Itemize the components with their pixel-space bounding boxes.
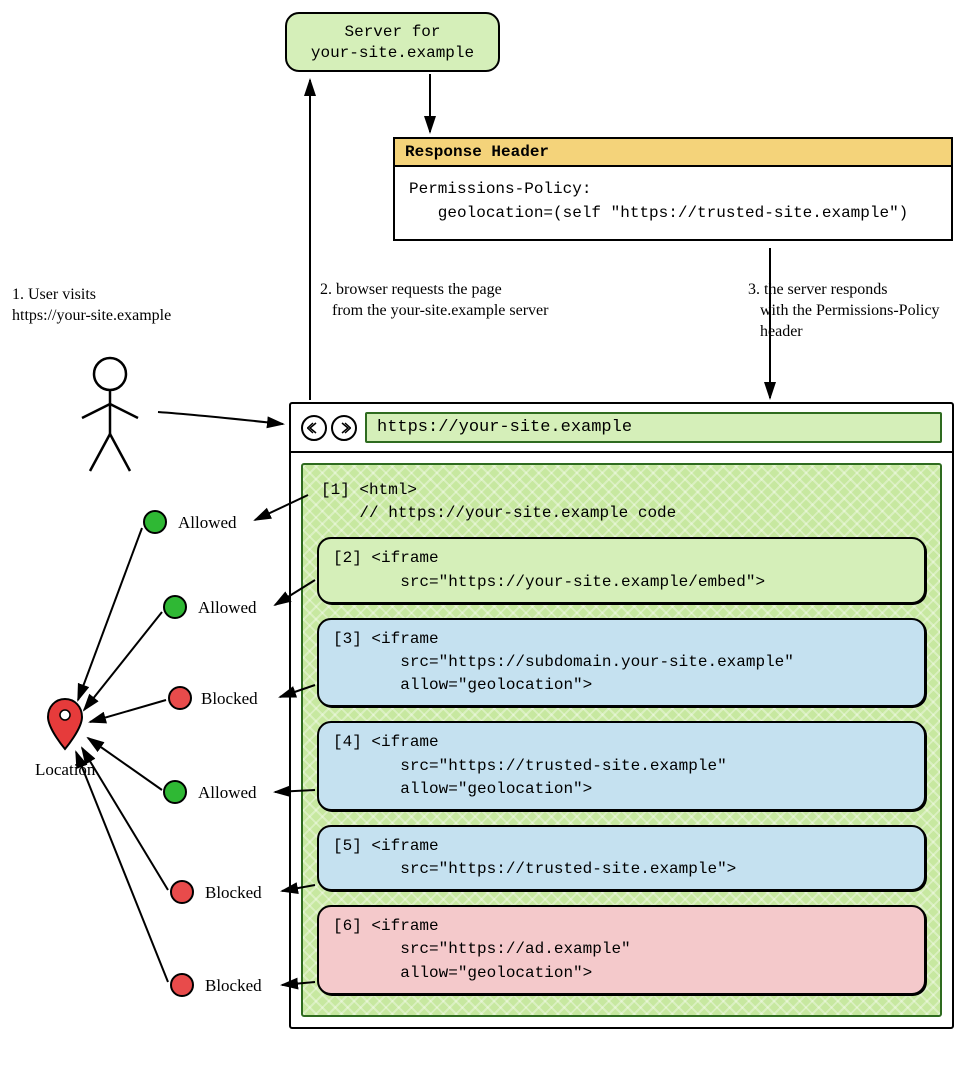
status-dot-5 bbox=[170, 880, 194, 904]
back-button-icon[interactable] bbox=[301, 415, 327, 441]
nav-buttons bbox=[301, 415, 357, 441]
step-2-label: 2. browser requests the page from the yo… bbox=[320, 280, 548, 322]
iframe-4-box: [4] <iframe src="https://trusted-site.ex… bbox=[317, 721, 926, 811]
status-label-4: Allowed bbox=[198, 783, 257, 803]
response-header-title: Response Header bbox=[395, 139, 951, 167]
status-label-1: Allowed bbox=[178, 513, 237, 533]
status-label-6: Blocked bbox=[205, 976, 262, 996]
status-label-5: Blocked bbox=[205, 883, 262, 903]
status-dot-3 bbox=[168, 686, 192, 710]
iframe-2-box: [2] <iframe src="https://your-site.examp… bbox=[317, 537, 926, 603]
iframe-6-box: [6] <iframe src="https://ad.example" all… bbox=[317, 905, 926, 995]
step-1-label: 1. User visits https://your-site.example bbox=[12, 285, 171, 327]
server-line2: your-site.example bbox=[311, 44, 474, 62]
user-stick-figure-icon bbox=[70, 356, 150, 476]
status-dot-2 bbox=[163, 595, 187, 619]
response-header-body: Permissions-Policy: geolocation=(self "h… bbox=[395, 167, 951, 239]
browser-viewport: [1] <html> // https://your-site.example … bbox=[301, 463, 942, 1017]
browser-window: https://your-site.example [1] <html> // … bbox=[289, 402, 954, 1029]
location-label: Location bbox=[35, 760, 95, 780]
step-3-label: 3. the server responds with the Permissi… bbox=[748, 280, 940, 342]
iframe-3-box: [3] <iframe src="https://subdomain.your-… bbox=[317, 618, 926, 708]
status-dot-6 bbox=[170, 973, 194, 997]
location-pin-icon bbox=[45, 697, 85, 752]
html-head-code: [1] <html> // https://your-site.example … bbox=[317, 477, 926, 537]
response-header-box: Response Header Permissions-Policy: geol… bbox=[393, 137, 953, 241]
forward-button-icon[interactable] bbox=[331, 415, 357, 441]
browser-toolbar: https://your-site.example bbox=[291, 404, 952, 453]
server-line1: Server for bbox=[344, 23, 440, 41]
url-bar[interactable]: https://your-site.example bbox=[365, 412, 942, 443]
iframe-5-box: [5] <iframe src="https://trusted-site.ex… bbox=[317, 825, 926, 891]
status-label-3: Blocked bbox=[201, 689, 258, 709]
status-dot-4 bbox=[163, 780, 187, 804]
status-label-2: Allowed bbox=[198, 598, 257, 618]
status-dot-1 bbox=[143, 510, 167, 534]
server-box: Server for your-site.example bbox=[285, 12, 500, 72]
